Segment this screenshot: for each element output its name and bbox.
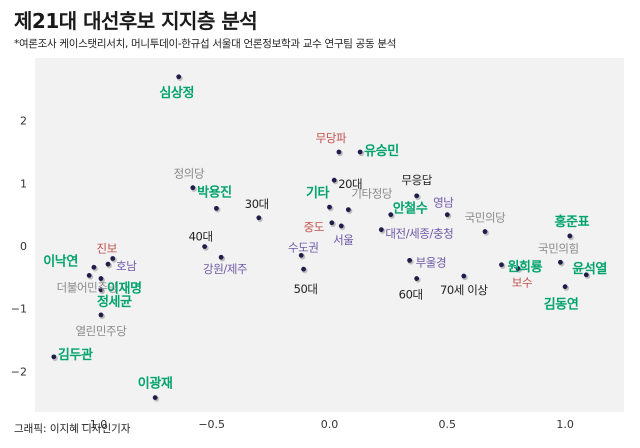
data-point [482,229,488,234]
point-label: 영남 [433,196,454,210]
data-point [562,284,568,290]
data-point [98,276,104,281]
data-point [414,276,420,281]
data-point [86,273,92,278]
point-label: 30대 [245,197,269,211]
data-point [190,185,196,191]
point-label: 중도 [304,220,324,234]
data-point [345,207,351,213]
y-tick-label: −1 [11,303,27,316]
point-label: 무당파 [316,131,347,145]
point-label: 이광재 [138,376,173,392]
point-label: 부울경 [416,255,447,269]
data-point [499,262,504,268]
y-axis-ticks: −2 −1 0 1 2 [11,115,27,379]
data-point [91,264,97,270]
data-point [378,227,384,233]
data-point [110,256,116,261]
point-label: 진보 [97,241,117,255]
point-label: 심상정 [159,85,194,101]
point-label: 윤석열 [572,261,607,277]
data-point [338,223,344,229]
credit-text: 그래픽: 이지혜 디자인기자 [14,423,131,435]
point-label: 홍준표 [554,214,589,230]
data-points [51,74,591,402]
chart-subtitle: *여론조사 케이스탯리서치, 머니투데이-한규섭 서울대 언론정보학과 교수 연… [14,38,397,50]
data-point [583,272,589,278]
data-point [414,193,420,199]
y-tick-label: 2 [20,115,27,128]
point-label: 기타정당 [351,187,393,201]
data-point [51,354,57,360]
point-label: 유승민 [364,143,399,159]
point-label: 60대 [399,288,423,302]
point-label: 이재명 [107,281,142,297]
point-label: 수도권 [288,240,319,254]
point-label: 김두관 [58,347,93,363]
chart-title: 제21대 대선후보 지지층 분석 [14,9,258,33]
data-point [98,287,104,293]
point-label: 대전/세종/충청 [385,227,453,241]
data-point [331,177,337,183]
point-label: 보수 [512,276,532,290]
data-point [176,74,182,80]
x-tick-label: 0.0 [321,418,339,431]
data-point [407,257,413,263]
point-label: 이낙연 [43,253,78,269]
point-label: 강원/제주 [203,262,247,276]
y-tick-label: −2 [11,365,27,378]
data-point [336,149,342,155]
data-point [298,252,304,258]
point-label: 40대 [189,230,213,244]
data-point [152,395,158,400]
data-point [202,244,208,249]
data-point [105,261,111,267]
y-tick-label: 0 [20,240,27,253]
point-label: 무응답 [401,173,432,187]
point-label: 20대 [338,177,362,191]
point-label: 정의당 [174,167,205,181]
data-point [461,273,467,279]
data-point [444,212,450,218]
data-point [357,149,363,155]
data-point [218,254,224,260]
data-point [301,266,306,272]
data-point [515,266,521,271]
data-point [98,312,104,318]
point-label: 호남 [116,259,137,273]
data-point [256,215,262,221]
x-tick-label: 0.5 [439,418,457,431]
point-label: 김동연 [544,298,579,313]
x-tick-label: −1.0 [81,418,108,431]
data-point [388,212,394,218]
point-label: 박용진 [197,184,232,200]
data-point [557,259,563,265]
point-label: 정세균 [97,294,132,310]
point-label: 서울 [333,233,353,247]
data-point [214,205,219,211]
point-label: 70세 이상 [440,283,488,297]
x-tick-label: 1.0 [556,418,574,431]
point-label: 국민의힘 [538,241,579,255]
point-label: 더불어민주당 [57,280,119,294]
x-axis-ticks: −1.0 −0.5 0.0 0.5 1.0 [81,418,574,431]
point-label: 열린민주당 [76,324,128,338]
point-label: 국민의당 [465,211,507,225]
point-label: 원희룡 [507,260,542,275]
point-label: 안철수 [393,201,428,217]
data-point [327,204,332,210]
plot-panel [35,58,624,412]
point-label: 기타 [306,185,330,201]
point-label: 50대 [294,282,318,296]
data-point [329,220,335,226]
y-tick-label: 1 [20,177,27,190]
x-tick-label: −0.5 [198,418,225,431]
data-point [567,233,573,239]
